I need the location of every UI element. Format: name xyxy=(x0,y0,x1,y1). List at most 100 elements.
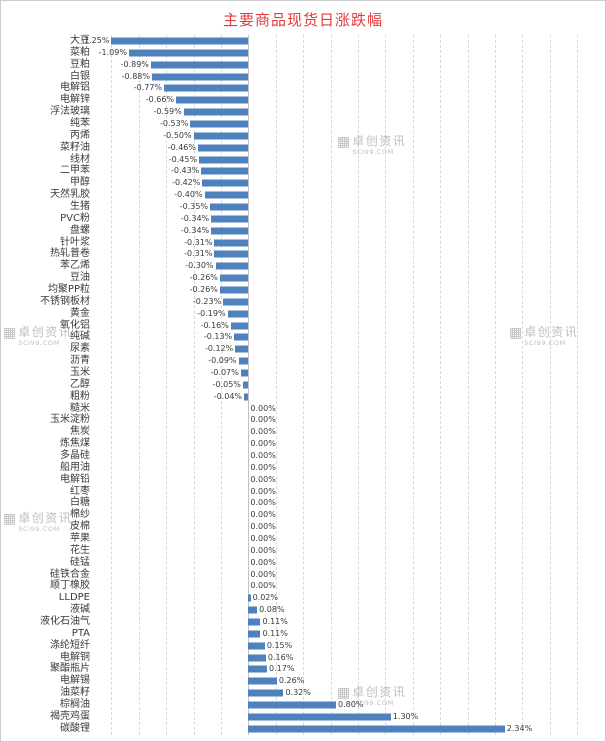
plot-area: -0.12% xyxy=(95,343,599,355)
value-label: -0.45% xyxy=(168,154,198,164)
zero-axis-line xyxy=(248,35,250,735)
category-label: 浮法玻璃 xyxy=(50,106,90,118)
bar xyxy=(248,701,337,709)
bar xyxy=(183,108,249,116)
category-label: 碳酸锂 xyxy=(60,722,90,734)
category-label: 电解锌 xyxy=(60,94,90,106)
chart-row: 红枣 0.00% xyxy=(7,486,599,498)
category-label: 纯苯 xyxy=(70,117,90,129)
category-label: 大豆 xyxy=(70,34,90,46)
category-label: 针叶浆 xyxy=(60,236,90,248)
chart-row: 纯碱 -0.13% xyxy=(7,331,599,343)
gridline xyxy=(440,35,442,735)
bar xyxy=(244,393,249,401)
category-label: LLDPE xyxy=(58,592,90,604)
plot-area: -0.77% xyxy=(95,82,599,94)
value-label: -0.12% xyxy=(204,344,234,354)
value-label: -0.88% xyxy=(121,71,150,81)
category-label: 玉米 xyxy=(70,366,90,378)
gridline xyxy=(221,35,222,735)
value-label: 0.26% xyxy=(278,676,305,686)
bar xyxy=(150,61,249,69)
plot-area: 0.00% xyxy=(95,533,599,545)
chart-row: 油菜籽 0.32% xyxy=(7,687,599,699)
chart-row: 花生 0.00% xyxy=(7,545,599,557)
bar xyxy=(151,73,249,80)
value-label: 0.00% xyxy=(250,439,276,449)
plot-area: -0.89% xyxy=(95,59,599,71)
chart-row: 焦炭 0.00% xyxy=(7,426,599,438)
gridline xyxy=(166,35,168,735)
chart-row: 菜粕 -1.09% xyxy=(7,47,599,59)
chart-row: 液碱 0.08% xyxy=(7,604,599,616)
chart-row: 棕榈油 0.80% xyxy=(7,699,599,711)
bar xyxy=(248,606,258,614)
category-label: 油菜籽 xyxy=(60,687,90,699)
chart-row: 天然乳胶 -0.40% xyxy=(7,189,599,201)
plot-area: 0.00% xyxy=(95,545,599,557)
bar xyxy=(201,167,249,175)
plot-area: 2.34% xyxy=(95,723,599,735)
value-label: 0.00% xyxy=(250,522,276,532)
chart-row: 碳酸锂 2.34% xyxy=(7,723,599,735)
category-label: 电解铝 xyxy=(60,82,90,94)
value-label: 0.00% xyxy=(250,486,276,496)
value-label: -0.26% xyxy=(189,284,218,294)
chart-row: 电解铝 -0.77% xyxy=(7,82,599,94)
chart-row: 白银 -0.88% xyxy=(7,71,599,83)
chart-row: 尿素 -0.12% xyxy=(7,343,599,355)
plot-area: -1.09% xyxy=(95,47,599,59)
value-label: 0.15% xyxy=(266,640,293,650)
plot-area: 1.30% xyxy=(95,711,599,723)
chart-row: 粗粉 -0.04% xyxy=(7,391,599,403)
chart-row: 玉米 -0.07% xyxy=(7,367,599,379)
chart-row: 硅锰 0.00% xyxy=(7,557,599,569)
value-label: -0.77% xyxy=(133,83,163,93)
plot-area: -0.07% xyxy=(95,367,599,379)
plot-area: -0.45% xyxy=(95,154,599,166)
value-label: -0.59% xyxy=(153,107,182,117)
value-label: -1.09% xyxy=(98,47,127,57)
chart-row: 褐壳鸡蛋 1.30% xyxy=(7,711,599,723)
bar xyxy=(248,642,265,650)
value-label: 0.00% xyxy=(250,403,276,413)
chart-row: 甲醇 -0.42% xyxy=(7,177,599,189)
value-label: 0.11% xyxy=(262,617,288,627)
bar xyxy=(242,381,249,389)
chart-row: 乙醇 -0.05% xyxy=(7,379,599,391)
chart-row: 线材 -0.45% xyxy=(7,154,599,166)
chart-row: 白糖 0.00% xyxy=(7,498,599,510)
chart-row: PVC粉 -0.34% xyxy=(7,213,599,225)
chart-row: 浮法玻璃 -0.59% xyxy=(7,106,599,118)
bar xyxy=(235,345,249,353)
category-label: 二甲苯 xyxy=(60,165,90,177)
plot-area: 0.00% xyxy=(95,569,599,581)
bar xyxy=(248,594,251,602)
plot-area: -0.31% xyxy=(95,237,599,249)
category-label: 氧化铝 xyxy=(60,319,90,331)
chart-row: 液化石油气 0.11% xyxy=(7,616,599,628)
category-label: 焦炭 xyxy=(70,426,90,438)
value-label: 0.00% xyxy=(250,557,276,567)
category-label: PTA xyxy=(71,627,90,639)
bar xyxy=(210,203,249,211)
chart-row: 均聚PP粒 -0.26% xyxy=(7,284,599,296)
value-label: -0.43% xyxy=(170,166,200,176)
plot-area: 0.00% xyxy=(95,426,599,438)
category-label: 生猪 xyxy=(70,200,90,212)
plot-area: -0.50% xyxy=(95,130,599,142)
chart-row: 沥青 -0.09% xyxy=(7,355,599,367)
plot-area: -1.25% xyxy=(81,35,599,47)
value-label: -0.89% xyxy=(120,59,149,69)
gridline-layer xyxy=(95,35,599,735)
chart-row: LLDPE 0.02% xyxy=(7,592,599,604)
gridline xyxy=(522,35,524,735)
bar xyxy=(211,227,249,235)
chart-row: 棉纱 0.00% xyxy=(7,509,599,521)
plot-area: 0.16% xyxy=(95,652,599,664)
plot-area: -0.40% xyxy=(95,189,599,201)
bar xyxy=(128,49,249,57)
bar xyxy=(214,250,249,258)
chart-row: 菜籽油 -0.46% xyxy=(7,142,599,154)
